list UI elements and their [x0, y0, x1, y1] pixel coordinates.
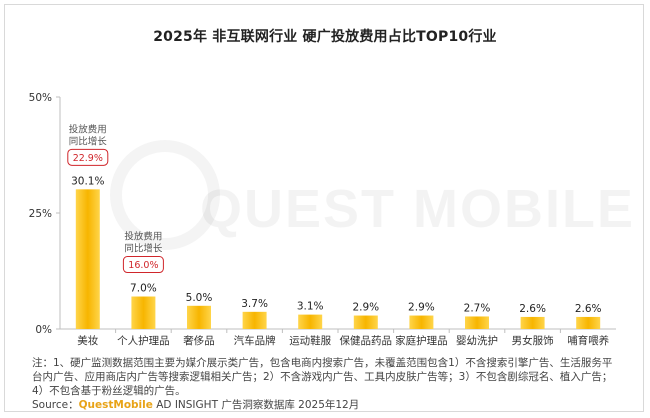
bar [465, 316, 489, 329]
source-brand: QuestMobile [78, 399, 153, 411]
x-tick-label: 家庭护理品 [395, 334, 448, 347]
y-tick-label: 25% [29, 208, 52, 220]
watermark-text: QUEST MOBILE [200, 178, 635, 240]
bar-value-label: 2.6% [519, 303, 546, 315]
bar [131, 296, 156, 329]
source-prefix: Source： [32, 399, 79, 411]
bar-value-label: 7.0% [130, 283, 157, 295]
source-suffix: AD INSIGHT 广告洞察数据库 2025年12月 [152, 399, 360, 411]
bar-value-label: 2.9% [352, 302, 379, 314]
bar [187, 305, 211, 329]
bar [242, 311, 267, 329]
bar-value-label: 3.7% [241, 298, 268, 310]
callout-badge [122, 256, 164, 274]
x-tick-label: 奢侈品 [183, 334, 215, 347]
x-tick-label: 哺育喂养 [567, 334, 609, 347]
bar-value-label: 30.1% [71, 175, 104, 187]
x-tick-label: 男女服饰 [512, 334, 554, 347]
bar [520, 316, 545, 329]
chart-note: 注：1、硬广监测数据范围主要为媒介展示类广告，包含电商内搜索广告，未覆盖范围包含… [32, 357, 613, 397]
x-tick-label: 美妆 [77, 334, 98, 347]
y-tick-label: 50% [29, 92, 52, 104]
callout-label-line2: 同比增长 [69, 135, 108, 147]
bar [409, 315, 434, 329]
bar [576, 316, 601, 329]
bar [75, 189, 100, 329]
chart-source: Source：QuestMobile AD INSIGHT 广告洞察数据库 20… [32, 397, 359, 412]
watermark: QUEST MOBILE [110, 140, 633, 270]
bar-value-label: 2.7% [464, 302, 491, 314]
callout-label-line2: 同比增长 [124, 243, 163, 255]
callout-badge [67, 148, 109, 166]
x-tick-label: 婴幼洗护 [456, 334, 498, 347]
chart-title: 2025年 非互联网行业 硬广投放费用占比TOP10行业 [153, 29, 497, 45]
chart-frame [4, 4, 644, 412]
bar [353, 315, 378, 329]
x-tick-label: 运动鞋服 [289, 334, 331, 347]
bar-value-label: 2.6% [575, 303, 602, 315]
x-tick-label: 个人护理品 [117, 334, 170, 347]
callout-value: 22.9% [73, 153, 103, 164]
callout-label-line1: 投放费用 [124, 231, 162, 243]
callout-value: 16.0% [128, 260, 158, 271]
bar [298, 314, 323, 329]
y-tick-label: 0% [35, 324, 52, 336]
x-tick-label: 保健品药品 [340, 334, 393, 347]
x-tick-label: 汽车品牌 [234, 334, 276, 347]
bar-value-label: 5.0% [186, 292, 213, 304]
bar-value-label: 3.1% [297, 301, 324, 313]
bar-value-label: 2.9% [408, 302, 435, 314]
callout-label-line1: 投放费用 [69, 123, 107, 135]
